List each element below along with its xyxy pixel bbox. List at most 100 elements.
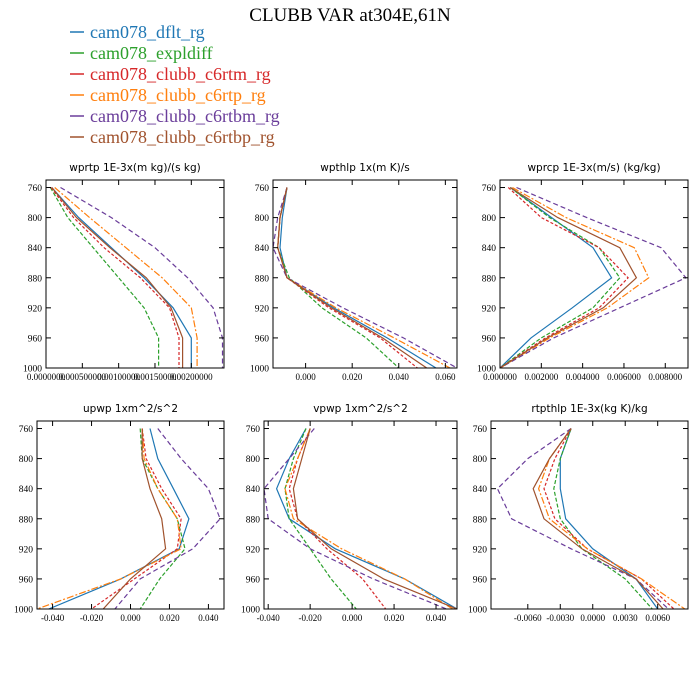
panel-title: wprtp 1E-3x(m kg)/(s kg) <box>69 162 200 174</box>
series-line <box>292 428 457 609</box>
panel: upwp 1xm^2/s^2 760 800 840 880 920 960 1000 -0.0… <box>14 403 225 623</box>
y-tick-label: 840 <box>19 485 34 495</box>
y-tick-label: 760 <box>28 184 43 194</box>
x-tick-label: 0.060 <box>435 372 456 382</box>
series-line <box>500 187 629 368</box>
y-tick-label: 800 <box>255 214 270 224</box>
y-tick-label: 920 <box>19 545 34 555</box>
series-line <box>537 428 686 609</box>
legend: cam078_dflt_rgcam078_expldiffcam078_club… <box>70 22 280 147</box>
y-tick-label: 920 <box>482 304 497 314</box>
series-line <box>532 428 664 609</box>
series-line <box>51 187 192 368</box>
x-tick-label: 0.00150000 <box>134 372 177 382</box>
y-tick-label: 1000 <box>477 365 496 375</box>
y-tick-label: 920 <box>28 304 43 314</box>
y-tick-label: 960 <box>255 334 270 344</box>
x-tick-label: -0.0030 <box>546 613 574 623</box>
series-line <box>114 428 221 609</box>
x-tick-label: -0.040 <box>41 613 65 623</box>
y-tick-label: 960 <box>482 334 497 344</box>
y-tick-label: 960 <box>246 575 261 585</box>
y-tick-label: 800 <box>28 214 43 224</box>
y-tick-label: 800 <box>482 214 497 224</box>
series-line <box>54 187 198 368</box>
x-tick-label: 0.000 <box>295 372 316 382</box>
x-tick-label: -0.020 <box>299 613 323 623</box>
x-tick-label: 0.020 <box>342 372 363 382</box>
y-tick-label: 760 <box>19 425 34 435</box>
x-tick-label: 0.040 <box>426 613 447 623</box>
x-tick-label: 0.004000 <box>566 372 600 382</box>
y-tick-label: 840 <box>482 244 497 254</box>
y-tick-label: 880 <box>246 515 261 525</box>
y-tick-label: 760 <box>255 184 270 194</box>
plot-frame <box>45 179 225 369</box>
y-tick-label: 1000 <box>250 365 269 375</box>
legend-entry: cam078_clubb_c6rtm_rg <box>90 64 271 84</box>
y-tick-label: 880 <box>473 515 488 525</box>
y-tick-label: 1000 <box>468 606 487 616</box>
y-tick-label: 760 <box>246 425 261 435</box>
series-line <box>284 428 454 609</box>
x-tick-label: 0.00200000 <box>170 372 213 382</box>
y-tick-label: 800 <box>246 455 261 465</box>
x-tick-label: 0.002000 <box>524 372 558 382</box>
y-tick-label: 840 <box>246 485 261 495</box>
plot-frame <box>263 420 458 610</box>
x-tick-label: 0.040 <box>198 613 219 623</box>
panel: wprcp 1E-3x(m/s) (kg/kg) 760 800 840 880 920 9… <box>477 162 689 382</box>
y-tick-label: 800 <box>19 455 34 465</box>
series-line <box>500 186 650 368</box>
y-tick-label: 1000 <box>23 365 42 375</box>
y-tick-label: 840 <box>473 485 488 495</box>
y-tick-label: 840 <box>28 244 43 254</box>
panel-title: vpwp 1xm^2/s^2 <box>313 403 408 415</box>
y-tick-label: 920 <box>255 304 270 314</box>
legend-entry: cam078_dflt_rg <box>90 22 205 42</box>
x-tick-label: 0.000000 <box>483 372 517 382</box>
x-tick-label: -0.040 <box>257 613 281 623</box>
panel-title: wpthlp 1x(m K)/s <box>320 162 410 174</box>
y-tick-label: 1000 <box>241 606 260 616</box>
y-tick-label: 920 <box>246 545 261 555</box>
legend-entry: cam078_expldiff <box>90 43 213 63</box>
x-tick-label: 0.006000 <box>607 372 641 382</box>
x-tick-label: -0.020 <box>80 613 104 623</box>
series-line <box>50 187 180 368</box>
panel: vpwp 1xm^2/s^27608008408809209601000-0.0… <box>241 403 458 623</box>
series-line <box>500 187 621 368</box>
panel-title: rtpthlp 1E-3x(kg K)/kg <box>531 403 647 415</box>
y-tick-label: 880 <box>255 274 270 284</box>
plot-frame <box>499 179 689 369</box>
figure-title: CLUBB VAR at304E,61N <box>249 5 451 26</box>
series-line <box>500 187 613 368</box>
series-line <box>553 428 653 609</box>
x-tick-label: 0.0060 <box>645 613 670 623</box>
x-tick-label: 0.000 <box>342 613 363 623</box>
x-tick-label: 0.020 <box>384 613 405 623</box>
y-tick-label: 880 <box>19 515 34 525</box>
series-line <box>277 187 428 368</box>
x-tick-label: -0.0060 <box>514 613 542 623</box>
x-tick-label: 0.000 <box>120 613 141 623</box>
series-line <box>273 187 457 368</box>
series-line <box>284 428 357 609</box>
y-tick-label: 880 <box>482 274 497 284</box>
legend-entry: cam078_clubb_c6rtbp_rg <box>90 127 275 147</box>
x-tick-label: 0.020 <box>159 613 180 623</box>
y-tick-label: 840 <box>255 244 270 254</box>
series-line <box>37 428 182 609</box>
series-line <box>91 428 182 609</box>
series-line <box>500 186 638 368</box>
panel: wprtp 1E-3x(m kg)/(s kg) 760 800 840 880 920 9… <box>23 162 225 382</box>
x-tick-label: 0.008000 <box>648 372 682 382</box>
panels: wprtp 1E-3x(m kg)/(s kg) 760 800 840 880 920 9… <box>14 162 689 623</box>
y-tick-label: 760 <box>473 425 488 435</box>
plot-frame <box>490 420 689 610</box>
x-tick-label: 0.0000 <box>580 613 605 623</box>
panel-title: wprcp 1E-3x(m/s) (kg/kg) <box>527 162 660 174</box>
plot-frame <box>272 179 458 369</box>
series-line <box>51 187 184 368</box>
